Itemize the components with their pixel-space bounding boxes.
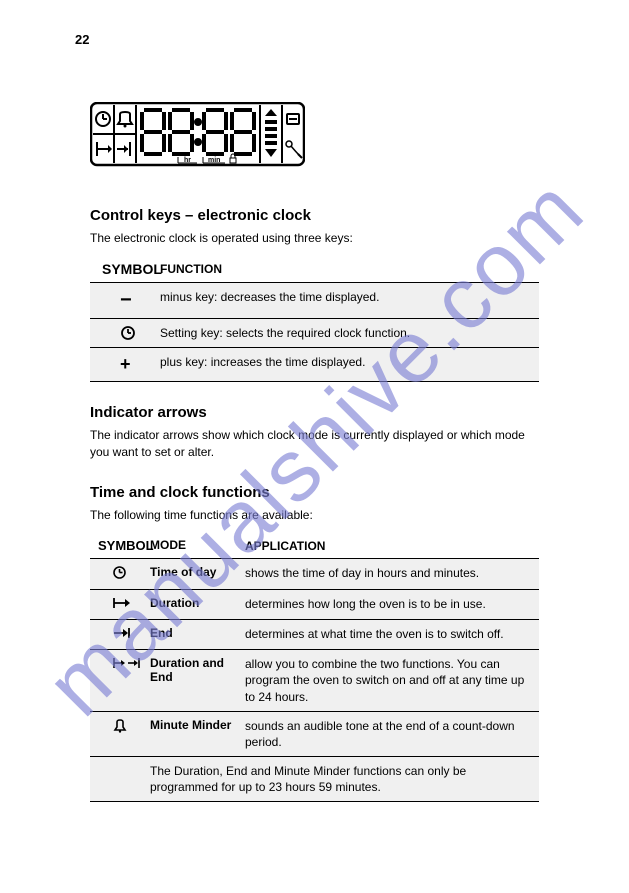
th-symbol: SYMBOL <box>90 261 160 277</box>
clock-functions-table: SYMBOL MODE APPLICATION Time of day show… <box>90 534 539 803</box>
table-note-row: The Duration, End and Minute Minder func… <box>90 757 539 802</box>
app-text: sounds an audible tone at the end of a c… <box>245 718 539 750</box>
table-row: − minus key: decreases the time displaye… <box>90 283 539 319</box>
section2-body: The indicator arrows show which clock mo… <box>90 427 539 462</box>
section1-intro: The electronic clock is operated using t… <box>90 230 539 247</box>
mode-label: End <box>150 626 245 640</box>
app-text: shows the time of day in hours and minut… <box>245 565 539 581</box>
table-row: Time of day shows the time of day in hou… <box>90 559 539 590</box>
section2-heading: Indicator arrows <box>90 404 539 421</box>
end-icon <box>90 626 150 643</box>
page-number: 22 <box>75 32 89 47</box>
app-text: allow you to combine the two functions. … <box>245 656 539 705</box>
mode-label: Minute Minder <box>150 718 245 732</box>
duration-end-icon <box>90 656 150 673</box>
bell-icon <box>90 718 150 737</box>
table-row: Setting key: selects the required clock … <box>90 319 539 348</box>
clock-icon <box>90 565 150 583</box>
th-mode: MODE <box>150 538 245 554</box>
table-row: Duration determines how long the oven is… <box>90 590 539 620</box>
section1-heading: Control keys – electronic clock <box>90 207 539 224</box>
table-row: End determines at what time the oven is … <box>90 620 539 650</box>
table-row: Duration and End allow you to combine th… <box>90 650 539 712</box>
th-app: APPLICATION <box>245 538 539 554</box>
mode-label: Time of day <box>150 565 245 579</box>
section3-intro: The following time functions are availab… <box>90 507 539 524</box>
mode-label: Duration and End <box>150 656 245 684</box>
clock-display-illustration: hr min <box>90 102 539 177</box>
duration-icon <box>90 596 150 613</box>
control-keys-table: SYMBOL FUNCTION − minus key: decreases t… <box>90 257 539 381</box>
th-function: FUNCTION <box>160 261 539 277</box>
row-text: minus key: decreases the time displayed. <box>160 289 539 305</box>
row-text: plus key: increases the time displayed. <box>160 354 539 370</box>
minus-icon: − <box>90 289 160 312</box>
app-text: determines how long the oven is to be in… <box>245 596 539 612</box>
section3-heading: Time and clock functions <box>90 484 539 501</box>
app-text: determines at what time the oven is to s… <box>245 626 539 642</box>
note-text: The Duration, End and Minute Minder func… <box>150 763 539 795</box>
row-text: Setting key: selects the required clock … <box>160 325 539 341</box>
clock-icon <box>90 325 160 341</box>
table-row: + plus key: increases the time displayed… <box>90 348 539 382</box>
table-row: Minute Minder sounds an audible tone at … <box>90 712 539 757</box>
mode-label: Duration <box>150 596 245 610</box>
th-symbol: SYMBOL <box>90 538 150 554</box>
plus-icon: + <box>90 354 160 375</box>
